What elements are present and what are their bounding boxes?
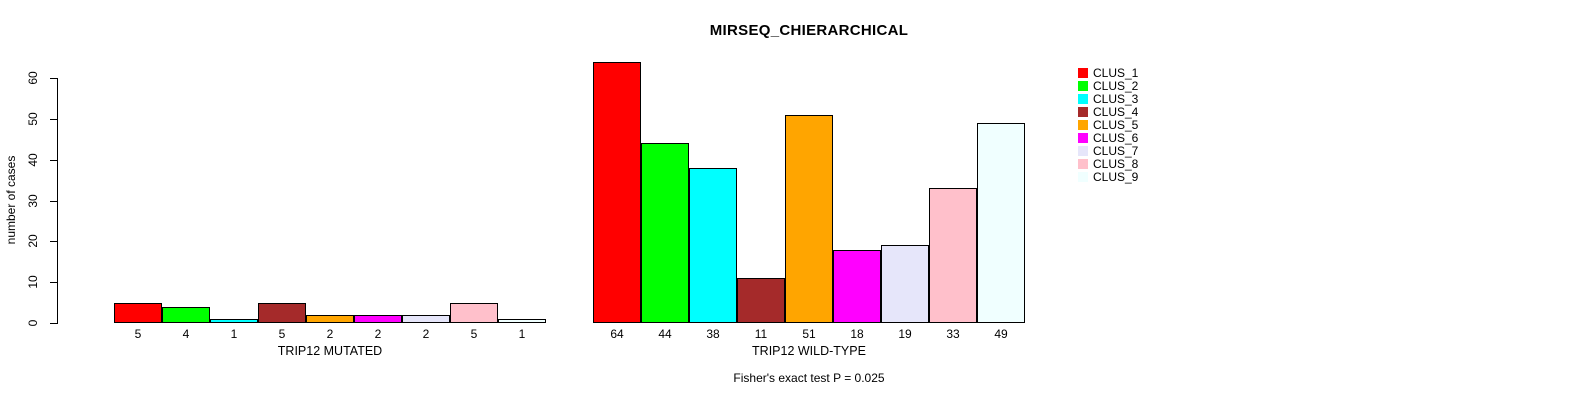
legend-swatch xyxy=(1078,107,1088,118)
y-tick-label: 30 xyxy=(26,193,40,208)
legend-swatch xyxy=(1078,81,1088,92)
x-axis-label-mutated: TRIP12 MUTATED xyxy=(277,344,383,358)
y-tick-mark xyxy=(50,282,57,284)
bar-value-label: 5 xyxy=(470,327,478,341)
legend-row: CLUS_1 xyxy=(1078,67,1138,80)
bar-value-label: 19 xyxy=(898,327,912,341)
bar-value-label: 51 xyxy=(802,327,816,341)
legend-label: CLUS_9 xyxy=(1093,169,1139,184)
legend-row: CLUS_5 xyxy=(1078,119,1138,132)
legend-label: CLUS_8 xyxy=(1093,156,1139,171)
bar-value-label: 49 xyxy=(994,327,1008,341)
y-axis-line xyxy=(57,78,58,324)
bar-clus_9 xyxy=(977,123,1025,323)
fisher-test-note: Fisher's exact test P = 0.025 xyxy=(733,371,885,385)
bar-clus_5 xyxy=(785,115,833,323)
y-axis-title: number of cases xyxy=(4,155,18,245)
legend-swatch xyxy=(1078,94,1088,105)
bar-value-label: 2 xyxy=(422,327,430,341)
legend-swatch xyxy=(1078,158,1088,169)
bar-value-label: 5 xyxy=(134,327,142,341)
bar-value-label: 18 xyxy=(850,327,864,341)
bar-clus_8 xyxy=(450,303,498,323)
y-tick-label: 10 xyxy=(26,275,40,289)
legend-swatch xyxy=(1078,171,1088,182)
bar-clus_2 xyxy=(641,143,689,323)
y-tick-mark xyxy=(50,241,57,243)
y-tick-label: 60 xyxy=(26,71,40,85)
bar-value-label: 44 xyxy=(658,327,672,341)
bar-value-label: 1 xyxy=(518,327,526,341)
bar-value-label: 33 xyxy=(946,327,960,341)
bar-clus_7 xyxy=(881,245,929,323)
legend-label: CLUS_5 xyxy=(1093,118,1139,132)
bar-clus_2 xyxy=(162,307,210,323)
legend-label: CLUS_2 xyxy=(1093,79,1139,94)
bar-value-label: 2 xyxy=(326,327,334,341)
legend-row: CLUS_9 xyxy=(1078,170,1138,183)
y-tick-mark xyxy=(50,159,57,161)
bar-value-label: 11 xyxy=(754,327,768,341)
bar-clus_7 xyxy=(402,315,450,323)
legend-row: CLUS_3 xyxy=(1078,93,1138,106)
legend-row: CLUS_8 xyxy=(1078,157,1138,170)
bar-clus_8 xyxy=(929,188,977,323)
bar-clus_6 xyxy=(354,315,402,323)
y-tick-mark xyxy=(50,118,57,120)
bar-clus_3 xyxy=(210,319,258,323)
y-tick-label: 20 xyxy=(26,234,40,249)
legend-swatch xyxy=(1078,68,1088,79)
legend-swatch xyxy=(1078,132,1088,143)
legend-label: CLUS_1 xyxy=(1093,66,1139,81)
y-tick-label: 40 xyxy=(26,152,40,167)
bar-clus_5 xyxy=(306,315,354,323)
bar-value-label: 1 xyxy=(230,327,238,341)
bar-clus_1 xyxy=(114,303,162,323)
legend-row: CLUS_7 xyxy=(1078,144,1138,157)
legend: CLUS_1 CLUS_2 CLUS_3 CLUS_4 CLUS_5 CLUS_6 CLUS… xyxy=(1078,67,1138,183)
bar-clus_6 xyxy=(833,250,881,323)
bar-value-label: 2 xyxy=(374,327,382,341)
bar-value-label: 4 xyxy=(182,327,190,341)
y-tick-mark xyxy=(50,200,57,202)
x-axis-label-wildtype: TRIP12 WILD-TYPE xyxy=(752,344,866,358)
bar-clus_3 xyxy=(689,168,737,323)
legend-label: CLUS_7 xyxy=(1093,143,1139,158)
y-tick-label: 50 xyxy=(26,112,40,126)
legend-swatch xyxy=(1078,120,1088,130)
legend-swatch xyxy=(1078,145,1088,156)
bar-clus_1 xyxy=(593,62,641,323)
legend-label: CLUS_6 xyxy=(1093,130,1139,145)
legend-row: CLUS_4 xyxy=(1078,106,1138,119)
bar-clus_4 xyxy=(737,278,785,323)
legend-row: CLUS_2 xyxy=(1078,80,1138,93)
y-tick-mark xyxy=(50,78,57,79)
legend-label: CLUS_4 xyxy=(1093,105,1139,120)
bar-clus_9 xyxy=(498,319,546,323)
legend-row: CLUS_6 xyxy=(1078,131,1138,144)
y-tick-label: 0 xyxy=(26,319,40,327)
bar-clus_4 xyxy=(258,303,306,323)
y-tick-mark xyxy=(50,323,57,324)
legend-label: CLUS_3 xyxy=(1093,92,1139,107)
bar-value-label: 64 xyxy=(610,327,624,341)
bar-value-label: 38 xyxy=(706,327,720,341)
bar-value-label: 5 xyxy=(278,327,286,341)
chart-title: MIRSEQ_CHIERARCHICAL xyxy=(709,22,909,39)
